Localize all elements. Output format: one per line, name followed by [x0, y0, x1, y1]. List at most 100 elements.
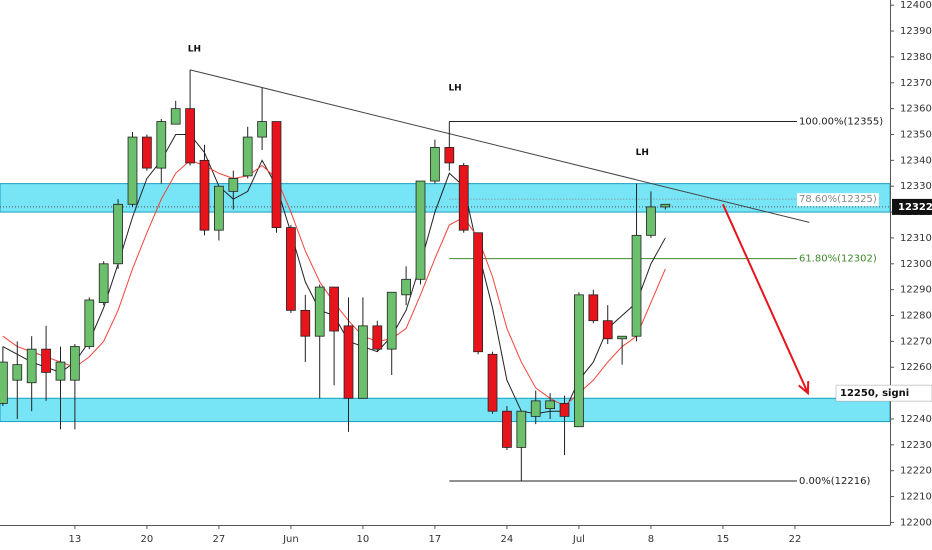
y-tick-label: 12310	[900, 233, 932, 244]
candle-body	[84, 299, 95, 347]
x-tick-label: 20	[141, 534, 154, 545]
candle-body	[574, 294, 584, 428]
y-tick-label: 12210	[900, 492, 932, 503]
y-tick-label: 12290	[900, 285, 932, 296]
y-tick-label: 12220	[900, 466, 932, 477]
candle-body	[415, 180, 426, 280]
annotation: LH	[448, 83, 461, 93]
candle-body	[98, 263, 109, 303]
price-tag: 12322	[898, 202, 932, 213]
zone	[0, 397, 891, 423]
candle-body	[329, 286, 339, 332]
candle-body	[26, 348, 37, 384]
x-tick-label: 15	[717, 534, 730, 545]
candle-body	[12, 364, 23, 381]
candle-body	[0, 361, 8, 404]
candle-body	[70, 346, 80, 381]
candle-body	[242, 136, 253, 177]
x-tick-label: 10	[357, 534, 370, 545]
candle-body	[170, 108, 181, 125]
y-tick-label: 12390	[900, 26, 932, 37]
candle-body	[358, 325, 368, 399]
candle-body	[588, 294, 599, 322]
candle-body	[286, 227, 296, 311]
candle-body	[386, 291, 397, 350]
candle-body	[458, 165, 469, 231]
fib-label: 0.00%(12216)	[799, 476, 870, 487]
y-tick-label: 12200	[900, 517, 932, 528]
candle-body	[271, 121, 282, 228]
candle-body	[602, 320, 613, 340]
candle-body	[142, 136, 152, 169]
price-tag-bg	[892, 198, 932, 215]
candle-body	[41, 348, 51, 373]
candle-body	[444, 147, 455, 164]
y-tick-label: 12260	[900, 362, 932, 373]
candle-body	[502, 410, 512, 448]
zone-label: 12250, signi	[840, 388, 909, 399]
fib-label: 100.00%(12355)	[799, 117, 883, 128]
candle-body	[473, 232, 483, 353]
candle-body	[487, 353, 498, 412]
candle-body	[156, 121, 167, 169]
candle-body	[530, 400, 541, 417]
y-tick-label: 12350	[900, 129, 932, 140]
candle-body	[631, 234, 642, 337]
candle-body	[617, 335, 628, 340]
x-tick-label: 22	[789, 534, 802, 545]
fib-label-bg	[797, 193, 879, 207]
zone-label-bg	[835, 384, 932, 402]
trend-line	[189, 69, 810, 223]
candle-body	[185, 108, 195, 164]
y-tick-label: 12400	[900, 0, 932, 11]
arrow-head	[798, 381, 810, 396]
candle-body	[343, 325, 354, 399]
candle-body	[545, 400, 555, 410]
candle-body	[300, 309, 311, 337]
x-tick-label: 13	[69, 534, 82, 545]
x-tick-label: 8	[648, 534, 654, 545]
candle-body	[55, 361, 66, 381]
fib-label-bg	[797, 115, 886, 129]
candle-body	[257, 121, 267, 138]
x-tick-label: Jul	[572, 534, 585, 545]
candle-body	[314, 286, 325, 337]
candle-body	[559, 403, 570, 417]
y-tick-label: 12300	[900, 259, 932, 270]
y-tick-label: 12230	[900, 440, 932, 451]
candle-body	[646, 206, 656, 236]
y-tick-label: 12240	[900, 414, 932, 425]
axis-bg-bottom	[0, 525, 932, 550]
x-tick-label: Jun	[282, 534, 299, 545]
candle-body	[113, 203, 123, 265]
y-tick-label: 12380	[900, 52, 932, 63]
arrow-shaft	[722, 203, 809, 394]
fib-label-bg	[797, 252, 879, 266]
candle-body	[516, 410, 527, 448]
y-tick-label: 12370	[900, 78, 932, 89]
x-tick-label: 27	[213, 534, 226, 545]
y-tick-label: 12340	[900, 155, 932, 166]
y-tick-label: 12360	[900, 104, 932, 115]
annotation: LH	[636, 148, 649, 158]
candle-body	[228, 178, 239, 192]
fib-label: 78.60%(12325)	[799, 194, 877, 205]
candle-body	[660, 203, 671, 208]
candle-body	[372, 325, 383, 350]
annotation: LH	[188, 45, 201, 55]
candle-body	[401, 278, 411, 296]
candle-body	[127, 136, 138, 205]
fib-label: 61.80%(12302)	[799, 254, 877, 265]
y-tick-label: 12330	[900, 181, 932, 192]
y-tick-label: 12280	[900, 311, 932, 322]
candle-body	[430, 147, 440, 182]
y-tick-label: 12270	[900, 336, 932, 347]
fib-label-bg	[797, 475, 873, 489]
candle-body	[199, 159, 210, 231]
candle-body	[214, 185, 224, 231]
x-tick-label: 24	[501, 534, 514, 545]
x-tick-label: 17	[429, 534, 442, 545]
axis-bg	[890, 0, 932, 550]
